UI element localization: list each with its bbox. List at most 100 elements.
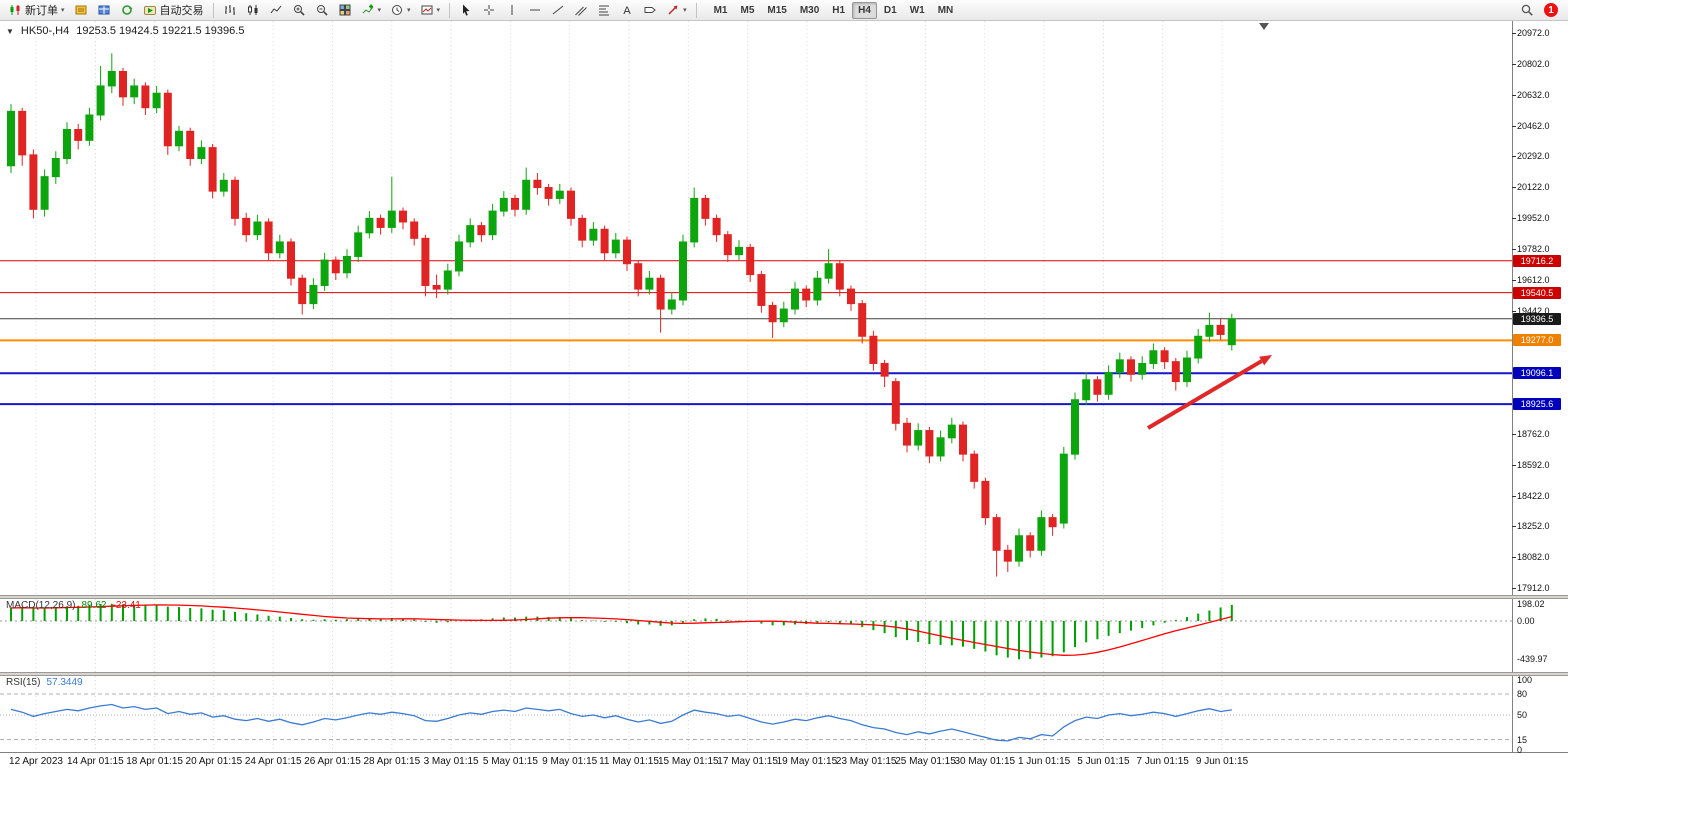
zoom-out-button[interactable] <box>311 0 333 20</box>
timeframe-M1[interactable]: M1 <box>713 4 728 16</box>
candles-layer <box>7 53 1236 577</box>
macd-histogram <box>10 603 1233 660</box>
price-tick-label: 19952.0 <box>1517 213 1550 223</box>
refresh-button[interactable] <box>116 0 138 20</box>
price-tick-mark <box>1512 588 1516 589</box>
text-icon: A <box>623 5 631 17</box>
time-label: 12 Apr 2023 <box>9 756 63 767</box>
trend-arrow-head <box>1259 355 1272 366</box>
toolbar-separator <box>212 2 214 18</box>
crosshair-button[interactable] <box>478 0 500 20</box>
horizontal-line-button[interactable] <box>524 0 546 20</box>
price-chart[interactable] <box>0 21 1512 595</box>
new-order-button[interactable]: 新订单 ▾ <box>4 0 69 20</box>
time-label: 15 May 01:15 <box>657 756 719 767</box>
timeframe-H1[interactable]: H1 <box>832 4 846 16</box>
chevron-down-icon: ▾ <box>683 6 687 14</box>
templates-button[interactable]: ▾ <box>416 0 445 20</box>
price-tick-mark <box>1512 279 1516 281</box>
toolbar-right-group: 1 <box>1516 0 1558 20</box>
rsi-scale-label: 80 <box>1517 689 1528 699</box>
zoom-in-button[interactable] <box>288 0 310 20</box>
timeframe-H4[interactable]: H4 <box>852 1 877 19</box>
chart-candles-button[interactable] <box>242 0 264 20</box>
price-tick-label: 18252.0 <box>1517 521 1550 532</box>
panel-splitter[interactable] <box>0 595 1568 599</box>
periods-icon <box>392 5 403 15</box>
price-axis-border <box>1512 21 1513 752</box>
rsi-panel[interactable] <box>0 676 1512 752</box>
chevron-down-icon: ▾ <box>407 6 411 14</box>
refresh-icon <box>121 5 133 15</box>
price-tick-mark <box>1512 248 1516 250</box>
timeframe-M30[interactable]: M30 <box>799 4 820 16</box>
grid-layer <box>35 21 1223 595</box>
cursor-button[interactable] <box>455 0 477 20</box>
price-tick-mark <box>1512 218 1516 219</box>
time-label: 14 Apr 01:15 <box>66 756 124 767</box>
trend-arrow[interactable] <box>1146 359 1263 430</box>
timeframe-M5[interactable]: M5 <box>740 4 755 16</box>
timeframe-D1[interactable]: D1 <box>883 4 897 16</box>
periods-button[interactable]: ▾ <box>386 0 415 20</box>
cursor-icon <box>463 4 470 16</box>
new-order-icon <box>10 5 20 15</box>
price-tick-mark <box>1512 187 1516 189</box>
tile-windows-icon <box>339 4 351 16</box>
rsi-line <box>10 703 1232 742</box>
indicators-button[interactable]: ▾ <box>357 0 386 20</box>
price-tick-label: 18762.0 <box>1517 428 1550 439</box>
time-label: 11 May 01:15 <box>599 756 659 767</box>
notification-badge[interactable]: 1 <box>1544 3 1558 17</box>
channel-button[interactable] <box>570 0 592 20</box>
market-watch-button[interactable] <box>70 0 92 20</box>
rsi-name: RSI(15) <box>6 677 41 688</box>
price-tick-label: 18422.0 <box>1517 490 1550 501</box>
time-label: 26 Apr 01:15 <box>304 756 361 767</box>
time-axis-border <box>0 752 1568 753</box>
price-tick-mark <box>1512 433 1516 435</box>
text-button[interactable]: A <box>616 0 638 20</box>
trendline-button[interactable] <box>547 0 569 20</box>
toolbar: 新订单 ▾ 自动交易 <box>0 0 1568 21</box>
horizontal-levels-layer[interactable] <box>0 260 1512 406</box>
time-label: 28 Apr 01:15 <box>363 756 421 767</box>
timeframe-W1[interactable]: W1 <box>909 4 925 16</box>
time-label: 1 Jun 01:15 <box>1017 756 1071 767</box>
macd-panel[interactable] <box>0 599 1512 672</box>
channel-icon <box>575 6 587 16</box>
price-tick-mark <box>1512 464 1516 466</box>
chart-bars-button[interactable] <box>219 0 241 20</box>
price-level-badge: 18925.6 <box>1513 398 1561 411</box>
timeframe-MN[interactable]: MN <box>937 4 954 16</box>
price-tick-label: 20122.0 <box>1517 182 1550 193</box>
vertical-line-button[interactable] <box>501 0 523 20</box>
label-button[interactable] <box>639 0 661 20</box>
symbol-dropdown-icon[interactable]: ▼ <box>6 26 14 36</box>
grid-layer <box>35 676 1223 752</box>
trading-platform-window: 新订单 ▾ 自动交易 <box>0 0 1568 767</box>
macd-signal-value: -23.41 <box>112 600 141 611</box>
horizontal-line-icon <box>530 9 541 11</box>
data-window-button[interactable] <box>93 0 115 20</box>
time-label: 23 May 01:15 <box>835 756 897 767</box>
chart-line-button[interactable] <box>265 0 287 20</box>
macd-label: MACD(12,26,9) 89.62 -23.41 <box>6 600 141 611</box>
time-label: 9 Jun 01:15 <box>1195 756 1249 767</box>
chevron-down-icon: ▾ <box>61 6 65 14</box>
chart-shift-marker[interactable] <box>1259 23 1269 30</box>
price-tick-mark <box>1512 557 1516 559</box>
price-tick-label: 20802.0 <box>1517 58 1550 69</box>
auto-trading-button[interactable]: 自动交易 <box>139 0 208 20</box>
timeframe-M15[interactable]: M15 <box>767 4 787 16</box>
price-level-badge: 19396.5 <box>1513 312 1561 325</box>
price-level-badge: 19277.0 <box>1513 334 1561 347</box>
tile-windows-button[interactable] <box>334 0 356 20</box>
macd-signal-line <box>10 604 1232 656</box>
fibonacci-button[interactable] <box>593 0 615 20</box>
price-tick-label: 20462.0 <box>1517 120 1550 131</box>
price-tick-mark <box>1512 495 1516 497</box>
search-button[interactable] <box>1516 0 1538 20</box>
panel-splitter[interactable] <box>0 672 1568 676</box>
arrow-shapes-button[interactable]: ▾ <box>662 0 691 20</box>
